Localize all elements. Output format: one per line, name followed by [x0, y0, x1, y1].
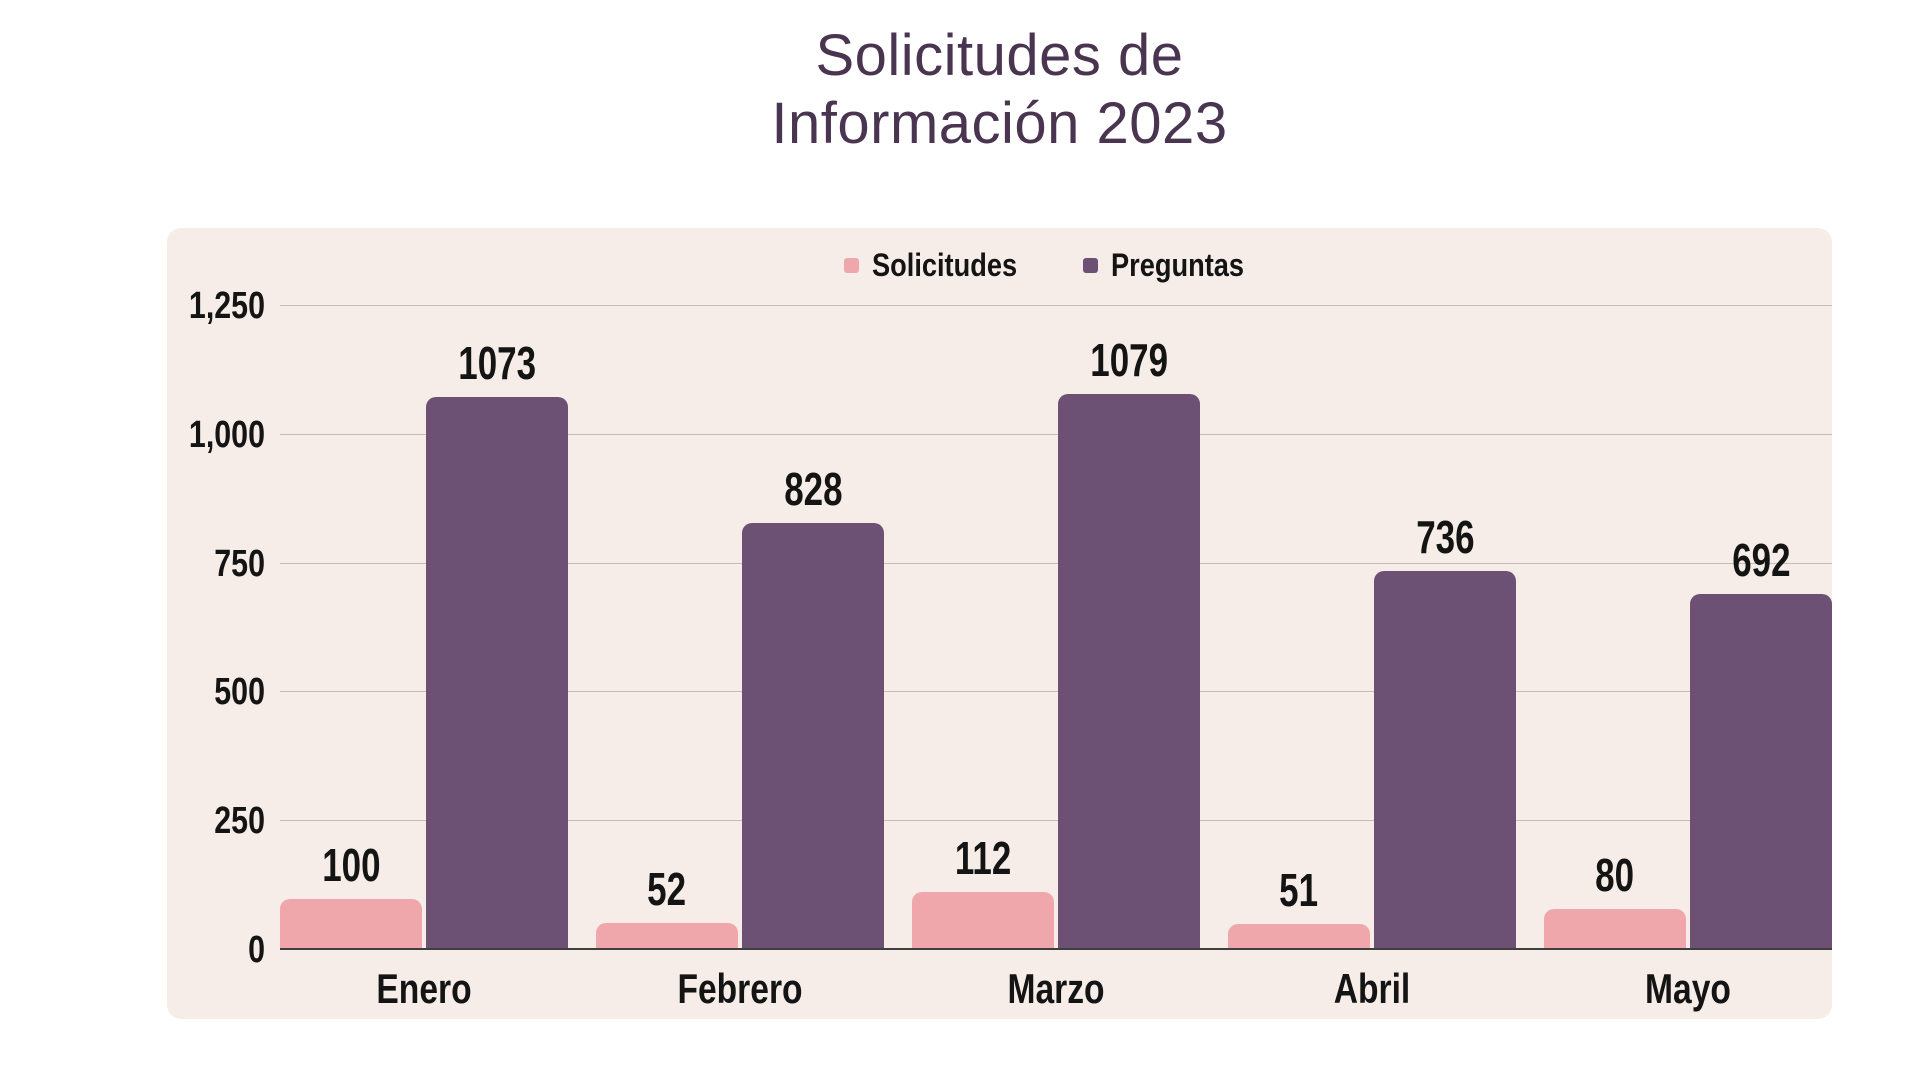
bar-col-solicitudes-enero: 100 [280, 838, 422, 950]
bar-preguntas-febrero [742, 523, 884, 950]
gridline-500 [280, 691, 1832, 693]
bar-value-label: 1073 [458, 337, 536, 390]
legend-label-preguntas: Preguntas [1111, 247, 1245, 283]
bar-group-marzo: 112 1079 [912, 337, 1200, 950]
bar-col-solicitudes-febrero: 52 [596, 866, 738, 950]
y-tick-label-750: 750 [214, 542, 265, 585]
bar-col-preguntas-abril: 736 [1374, 514, 1516, 950]
month-label-febrero: Febrero [677, 965, 803, 1012]
gridline-750 [280, 562, 1832, 564]
bar-group-mayo: 80 692 [1544, 533, 1832, 950]
bar-group-abril: 51 736 [1228, 514, 1516, 950]
bar-preguntas-enero [426, 397, 568, 950]
gridline-1250 [280, 305, 1832, 306]
bar-value-label: 112 [954, 832, 1012, 885]
bar-group-enero: 100 1073 [280, 340, 568, 950]
gridline-1000 [280, 433, 1832, 435]
month-label-mayo: Mayo [1645, 965, 1731, 1012]
bar-preguntas-abril [1374, 570, 1516, 950]
bar-solicitudes-abril [1228, 923, 1370, 950]
bar-value-label: 80 [1595, 848, 1635, 901]
y-tick-label-250: 250 [214, 800, 265, 843]
month-label-abril: Abril [1333, 965, 1411, 1012]
bar-col-solicitudes-abril: 51 [1228, 867, 1370, 950]
bar-value-label: 52 [647, 863, 687, 916]
bar-value-label: 736 [1415, 510, 1475, 563]
x-axis-labels: Enero Febrero Marzo Abril Mayo [280, 968, 1832, 1010]
bar-col-preguntas-mayo: 692 [1690, 533, 1832, 950]
y-tick-label-500: 500 [214, 671, 265, 714]
y-tick-label-1,000: 1,000 [188, 413, 265, 456]
bar-solicitudes-febrero [596, 923, 738, 950]
x-axis-baseline [280, 948, 1832, 950]
month-label-enero: Enero [376, 965, 472, 1012]
chart-title: Solicitudes de Información 2023 [167, 22, 1832, 159]
bar-value-label: 100 [321, 838, 381, 891]
bar-value-label: 51 [1279, 863, 1319, 916]
bar-groups: 100 1073 52 828 112 1079 51 736 80 692 [280, 306, 1832, 950]
bar-preguntas-marzo [1058, 394, 1200, 950]
bar-group-febrero: 52 828 [596, 466, 884, 950]
y-tick-label-1,250: 1,250 [188, 285, 265, 327]
bar-solicitudes-mayo [1544, 908, 1686, 950]
chart-panel: Solicitudes Preguntas 0 250 500 750 1,000 1,2… [167, 228, 1832, 1019]
bar-value-label: 1079 [1090, 334, 1168, 387]
legend-item-preguntas: Preguntas [1083, 247, 1267, 283]
chart-legend: Solicitudes Preguntas [280, 247, 1832, 283]
bar-col-preguntas-marzo: 1079 [1058, 337, 1200, 950]
chart-title-line-2: Información 2023 [771, 91, 1228, 157]
legend-item-solicitudes: Solicitudes [844, 247, 1043, 283]
bar-col-solicitudes-mayo: 80 [1544, 852, 1686, 950]
legend-swatch-solicitudes-icon [844, 258, 860, 274]
y-tick-label-0: 0 [248, 929, 265, 971]
bar-col-preguntas-febrero: 828 [742, 466, 884, 950]
bar-col-solicitudes-marzo: 112 [912, 835, 1054, 950]
bar-preguntas-mayo [1690, 593, 1832, 950]
bar-solicitudes-enero [280, 898, 422, 950]
chart-title-line-1: Solicitudes de [815, 23, 1184, 88]
legend-swatch-preguntas-icon [1083, 258, 1099, 274]
plot-area: 100 1073 52 828 112 1079 51 736 80 692 [280, 305, 1832, 950]
bar-col-preguntas-enero: 1073 [426, 340, 568, 950]
gridline-250 [280, 820, 1832, 822]
bar-solicitudes-marzo [912, 892, 1054, 950]
legend-label-solicitudes: Solicitudes [872, 247, 1018, 283]
month-label-marzo: Marzo [1007, 965, 1105, 1012]
bar-value-label: 692 [1731, 533, 1791, 586]
bar-value-label: 828 [783, 463, 843, 516]
